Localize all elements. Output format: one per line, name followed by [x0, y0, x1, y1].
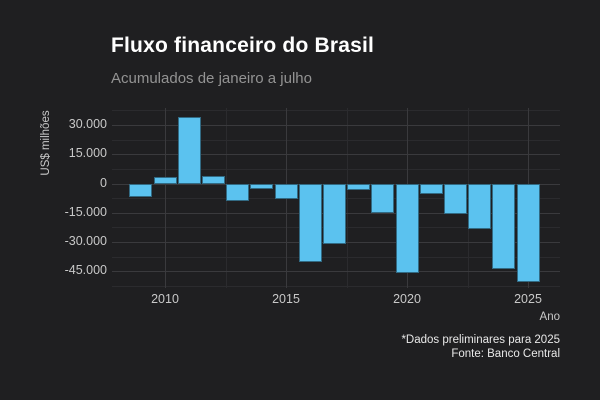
bar-2018	[347, 183, 371, 190]
gridline-minor-horizontal	[112, 110, 560, 112]
bar-2024	[492, 183, 516, 270]
chart-title: Fluxo financeiro do Brasil	[111, 34, 375, 57]
y-tick-label: -15.000	[64, 204, 107, 219]
bar-2009	[129, 183, 153, 198]
gridline-minor-vertical	[346, 108, 348, 288]
gridline-minor-vertical	[225, 108, 227, 288]
gridline-minor-vertical	[467, 108, 469, 288]
y-tick-label: 15.000	[68, 146, 107, 161]
bar-2014	[250, 183, 274, 189]
y-tick-label: 30.000	[68, 116, 107, 131]
bar-2017	[322, 183, 346, 245]
bar-2019	[371, 183, 395, 213]
x-tick-label: 2020	[393, 292, 421, 306]
x-tick-label: 2015	[272, 292, 300, 306]
bar-2015	[274, 183, 298, 200]
bar-2023	[468, 183, 492, 230]
chart-panel	[112, 108, 560, 288]
x-tick-label: 2025	[514, 292, 542, 306]
bar-2013	[226, 183, 250, 202]
gridline-major-vertical	[165, 108, 166, 288]
bar-2021	[419, 183, 443, 195]
x-axis-title: Ano	[539, 311, 560, 323]
gridline-minor-horizontal	[112, 256, 560, 258]
gridline-minor-horizontal	[112, 168, 560, 170]
bar-2020	[395, 183, 419, 274]
gridline-major-horizontal	[112, 154, 560, 156]
gridline-major-horizontal	[112, 124, 560, 126]
y-tick-label: -45.000	[64, 263, 107, 278]
gridline-major-horizontal	[112, 271, 560, 273]
y-tick-label: -30.000	[64, 234, 107, 249]
bar-2011	[177, 117, 201, 184]
bar-2025	[516, 183, 540, 282]
bar-2022	[443, 183, 467, 215]
bar-2010	[153, 177, 177, 184]
chart-subtitle: Acumulados de janeiro a julho	[111, 70, 312, 87]
x-tick-label: 2010	[151, 292, 179, 306]
bar-2016	[298, 183, 322, 262]
footer-source: Fonte: Banco Central	[451, 348, 560, 360]
bar-2012	[201, 175, 225, 184]
y-tick-label: 0	[100, 175, 107, 190]
gridline-minor-horizontal	[112, 286, 560, 288]
gridline-minor-horizontal	[112, 139, 560, 141]
footer-note: *Dados preliminares para 2025	[401, 334, 560, 346]
